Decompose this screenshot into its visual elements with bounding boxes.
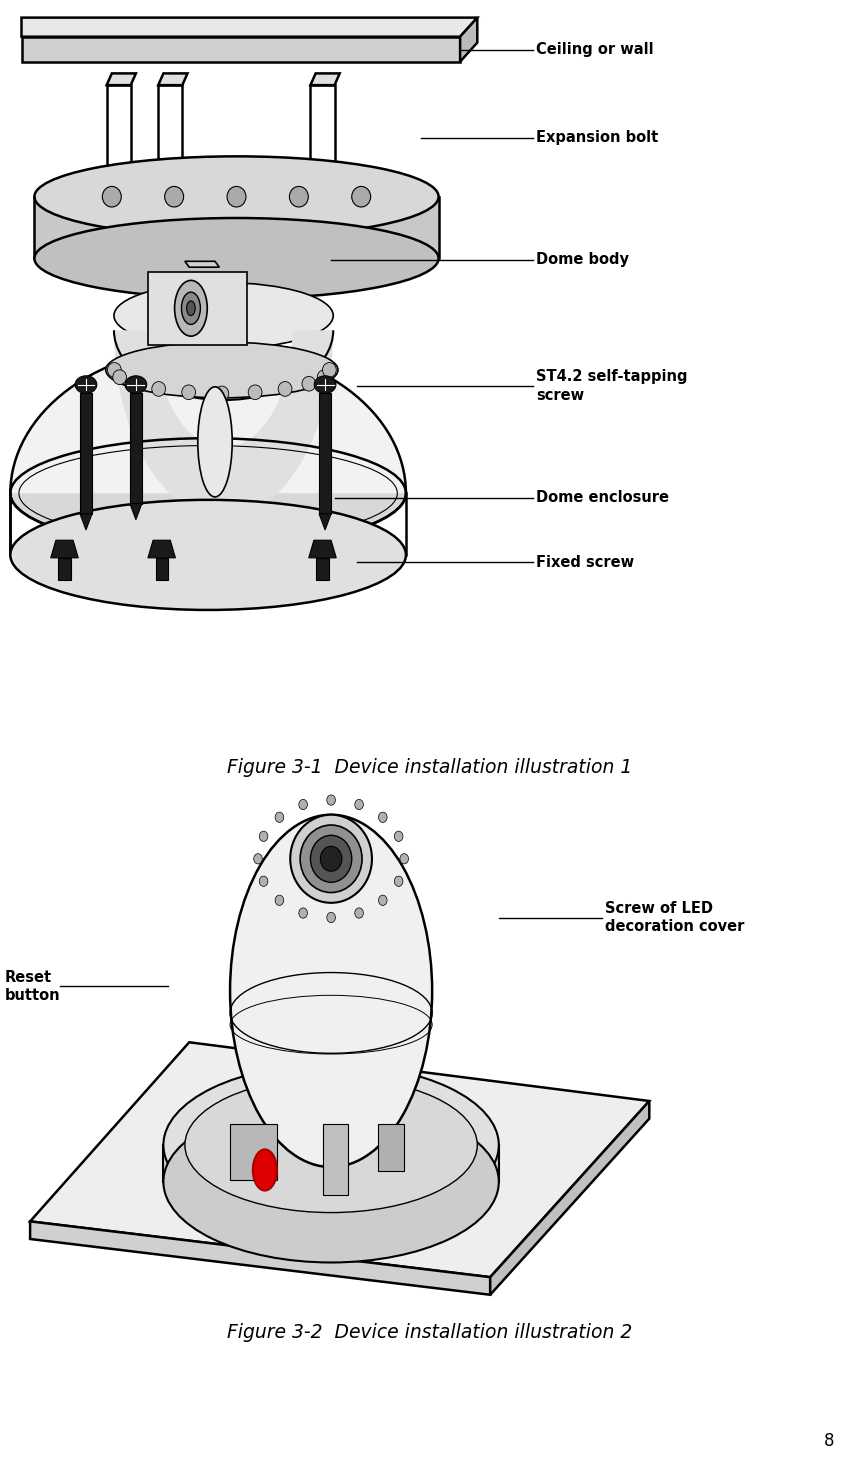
Ellipse shape	[259, 876, 267, 887]
Ellipse shape	[291, 815, 372, 903]
Text: Figure 3-2  Device installation illustration 2: Figure 3-2 Device installation illustrat…	[227, 1324, 633, 1342]
Polygon shape	[310, 73, 340, 85]
Ellipse shape	[378, 895, 387, 906]
Bar	[378, 1124, 404, 1171]
Ellipse shape	[322, 363, 336, 377]
Polygon shape	[22, 18, 477, 37]
Ellipse shape	[400, 853, 408, 863]
Text: 8: 8	[824, 1433, 834, 1450]
Ellipse shape	[34, 219, 439, 299]
Polygon shape	[310, 85, 335, 170]
Polygon shape	[30, 1042, 649, 1277]
Polygon shape	[30, 1221, 490, 1295]
Text: Dome body: Dome body	[536, 252, 629, 267]
Ellipse shape	[298, 800, 307, 810]
Ellipse shape	[314, 376, 336, 393]
Polygon shape	[148, 540, 175, 558]
Polygon shape	[149, 272, 248, 345]
Ellipse shape	[102, 186, 121, 207]
Ellipse shape	[10, 437, 406, 548]
Ellipse shape	[275, 812, 284, 822]
Text: Fixed screw: Fixed screw	[536, 555, 634, 570]
Polygon shape	[51, 540, 78, 558]
Ellipse shape	[352, 186, 371, 207]
Ellipse shape	[317, 370, 331, 385]
Ellipse shape	[275, 895, 284, 906]
Polygon shape	[158, 85, 182, 170]
Ellipse shape	[181, 385, 195, 399]
Ellipse shape	[181, 292, 200, 324]
Polygon shape	[156, 558, 168, 580]
Ellipse shape	[249, 385, 262, 399]
Polygon shape	[490, 1101, 649, 1295]
Polygon shape	[319, 393, 331, 514]
Ellipse shape	[395, 831, 403, 841]
Ellipse shape	[254, 853, 262, 863]
Ellipse shape	[327, 912, 335, 923]
Circle shape	[253, 1149, 277, 1191]
Ellipse shape	[125, 376, 147, 393]
Ellipse shape	[152, 382, 166, 396]
Text: Reset
button: Reset button	[4, 970, 60, 1003]
Ellipse shape	[289, 186, 308, 207]
Text: Screw of LED
decoration cover: Screw of LED decoration cover	[605, 901, 744, 934]
Ellipse shape	[108, 363, 121, 377]
Polygon shape	[158, 73, 187, 85]
Ellipse shape	[259, 831, 267, 841]
Ellipse shape	[187, 301, 195, 316]
Ellipse shape	[106, 342, 338, 398]
Polygon shape	[309, 540, 336, 558]
Text: Figure 3-1  Device installation illustration 1: Figure 3-1 Device installation illustrat…	[227, 759, 633, 777]
Ellipse shape	[75, 376, 97, 393]
Ellipse shape	[327, 796, 335, 806]
Polygon shape	[58, 558, 71, 580]
Ellipse shape	[355, 800, 364, 810]
Ellipse shape	[310, 835, 352, 882]
Ellipse shape	[300, 825, 362, 893]
Bar	[322, 1124, 348, 1195]
Ellipse shape	[378, 812, 387, 822]
Ellipse shape	[278, 382, 292, 396]
Polygon shape	[80, 393, 92, 514]
Text: ST4.2 self-tapping
screw: ST4.2 self-tapping screw	[536, 370, 687, 402]
Polygon shape	[80, 514, 92, 530]
Polygon shape	[316, 558, 329, 580]
Ellipse shape	[227, 186, 246, 207]
Ellipse shape	[395, 876, 403, 887]
Text: Ceiling or wall: Ceiling or wall	[536, 43, 654, 57]
Ellipse shape	[113, 370, 126, 385]
Text: Expansion bolt: Expansion bolt	[536, 131, 658, 145]
Ellipse shape	[302, 376, 316, 390]
Ellipse shape	[163, 1101, 499, 1262]
Ellipse shape	[298, 907, 307, 918]
Bar	[230, 1124, 277, 1180]
Ellipse shape	[165, 186, 184, 207]
Polygon shape	[460, 18, 477, 62]
Wedge shape	[114, 330, 334, 518]
Ellipse shape	[163, 1064, 499, 1226]
Polygon shape	[130, 504, 142, 520]
Polygon shape	[107, 73, 136, 85]
Ellipse shape	[175, 280, 207, 336]
Polygon shape	[34, 197, 439, 258]
Polygon shape	[107, 85, 131, 170]
Ellipse shape	[198, 388, 232, 496]
Ellipse shape	[215, 386, 229, 401]
Polygon shape	[22, 37, 460, 62]
Ellipse shape	[10, 499, 406, 611]
Polygon shape	[163, 1145, 499, 1182]
Ellipse shape	[355, 907, 364, 918]
Ellipse shape	[114, 282, 334, 348]
Ellipse shape	[185, 1078, 477, 1213]
Text: Dome enclosure: Dome enclosure	[536, 490, 669, 505]
Ellipse shape	[128, 376, 142, 390]
Ellipse shape	[320, 846, 342, 871]
Polygon shape	[185, 261, 219, 267]
Ellipse shape	[230, 815, 433, 1167]
Polygon shape	[10, 346, 406, 493]
Polygon shape	[130, 393, 142, 504]
Polygon shape	[319, 514, 331, 530]
Ellipse shape	[34, 157, 439, 236]
